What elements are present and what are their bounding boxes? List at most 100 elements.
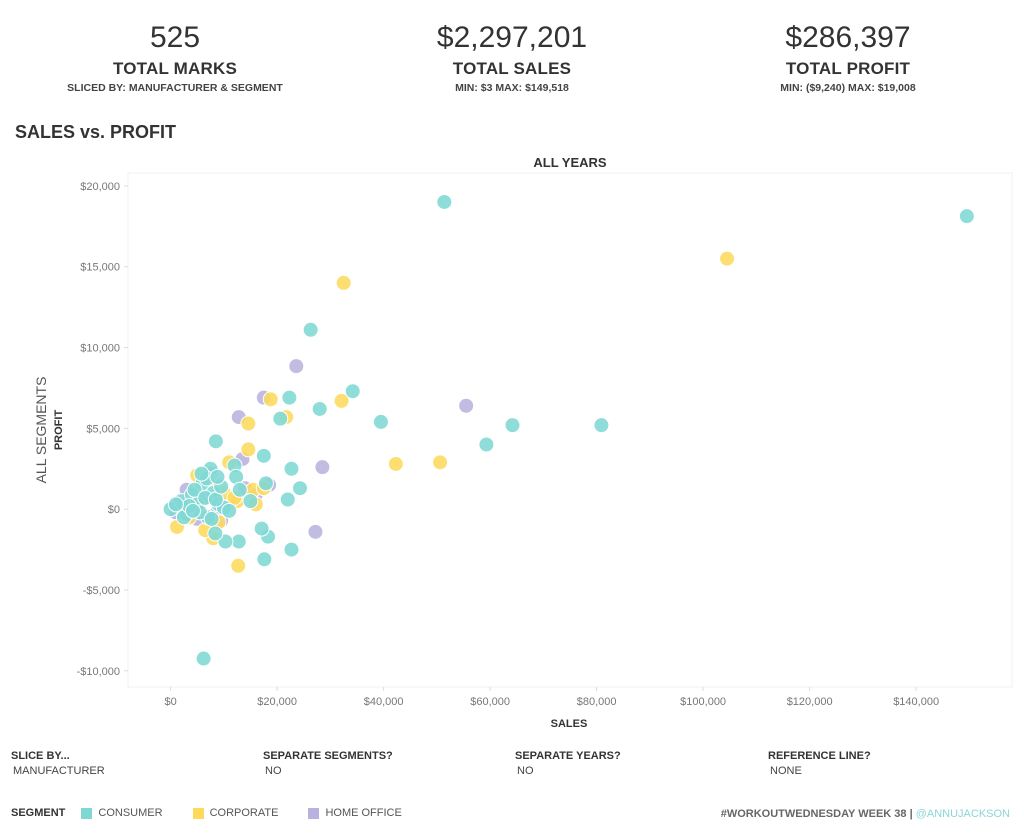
legend-label: CORPORATE bbox=[209, 807, 279, 819]
series-corporate bbox=[168, 250, 736, 574]
x-tick-label: $40,000 bbox=[364, 696, 404, 708]
x-axis: $0 $20,000 $40,000 $60,000 $80,000 $100,000 $1… bbox=[164, 687, 939, 708]
data-point[interactable] bbox=[240, 415, 257, 432]
data-point[interactable] bbox=[167, 496, 184, 513]
data-point[interactable] bbox=[387, 455, 404, 472]
author-handle-link[interactable]: @ANNUJACKSON bbox=[915, 808, 1010, 820]
legend-swatch bbox=[308, 807, 320, 819]
data-point[interactable] bbox=[593, 417, 610, 434]
credit-text: #WORKOUTWEDNESDAY WEEK 38 | bbox=[720, 808, 916, 820]
plot-border bbox=[127, 172, 1013, 688]
y-axis-title: PROFIT bbox=[53, 410, 65, 451]
data-point[interactable] bbox=[719, 250, 736, 267]
row-header: ALL SEGMENTS bbox=[33, 377, 49, 484]
data-point[interactable] bbox=[231, 481, 248, 498]
column-header: ALL YEARS bbox=[533, 155, 607, 170]
legend-label: CONSUMER bbox=[98, 807, 163, 819]
data-point[interactable] bbox=[184, 502, 201, 519]
data-point[interactable] bbox=[283, 460, 300, 477]
credit-line: #WORKOUTWEDNESDAY WEEK 38 | @ANNUJACKSON bbox=[721, 808, 1010, 820]
filter-title: REFERENCE LINE? bbox=[768, 750, 871, 762]
y-tick-label: $5,000 bbox=[86, 423, 120, 435]
data-point[interactable] bbox=[186, 481, 203, 498]
x-tick-label: $120,000 bbox=[787, 696, 833, 708]
data-point[interactable] bbox=[372, 413, 389, 430]
legend-swatch bbox=[192, 807, 204, 819]
data-point[interactable] bbox=[335, 274, 352, 291]
data-point[interactable] bbox=[344, 383, 361, 400]
scatter-chart[interactable]: $20,000 $15,000 $10,000 $5,000 $0 -$5,000 -$10… bbox=[0, 0, 1024, 740]
data-point[interactable] bbox=[458, 397, 475, 414]
data-point[interactable] bbox=[256, 551, 273, 568]
data-point[interactable] bbox=[207, 525, 224, 542]
data-point[interactable] bbox=[255, 447, 272, 464]
kpi-value: $286,397 bbox=[785, 21, 911, 54]
data-point[interactable] bbox=[203, 510, 220, 527]
kpi-total-marks: 525 TOTAL MARKS SLICED BY: MANUFACTURER … bbox=[5, 18, 345, 96]
legend-item-corporate[interactable]: CORPORATE bbox=[192, 807, 279, 819]
data-point[interactable] bbox=[279, 491, 296, 508]
data-point[interactable] bbox=[292, 480, 309, 497]
y-tick-label: -$10,000 bbox=[77, 666, 120, 678]
kpi-subtitle: SLICED BY: MANUFACTURER & SEGMENT bbox=[67, 82, 283, 94]
data-point[interactable] bbox=[302, 321, 319, 338]
y-tick-label: $10,000 bbox=[80, 343, 120, 355]
legend-title: SEGMENT bbox=[11, 807, 66, 819]
plot-frame bbox=[127, 172, 1013, 688]
data-point[interactable] bbox=[272, 410, 289, 427]
filter-value[interactable]: NO bbox=[517, 765, 534, 777]
data-point[interactable] bbox=[209, 468, 226, 485]
legend-item-home-office[interactable]: HOME OFFICE bbox=[308, 807, 402, 819]
data-point[interactable] bbox=[281, 389, 298, 406]
data-point[interactable] bbox=[230, 557, 247, 574]
filter-slice-by[interactable]: SLICE BY... MANUFACTURER bbox=[11, 749, 105, 779]
data-point[interactable] bbox=[230, 533, 247, 550]
x-tick-label: $100,000 bbox=[680, 696, 726, 708]
x-tick-label: $140,000 bbox=[893, 696, 939, 708]
data-point[interactable] bbox=[242, 493, 259, 510]
filter-title: SLICE BY... bbox=[11, 750, 70, 762]
x-tick-label: $20,000 bbox=[257, 696, 297, 708]
filter-value[interactable]: MANUFACTURER bbox=[13, 765, 105, 777]
data-point[interactable] bbox=[207, 433, 224, 450]
kpi-label: TOTAL PROFIT bbox=[785, 59, 911, 78]
filter-reference-line[interactable]: REFERENCE LINE? NONE bbox=[768, 749, 871, 779]
kpi-subtitle: MIN: $3 MAX: $149,518 bbox=[455, 82, 569, 94]
data-point[interactable] bbox=[333, 392, 350, 409]
data-point[interactable] bbox=[253, 520, 270, 537]
legend-item-consumer[interactable]: CONSUMER bbox=[81, 807, 163, 819]
y-axis: $20,000 $15,000 $10,000 $5,000 $0 -$5,000 -$10… bbox=[77, 181, 128, 678]
data-point[interactable] bbox=[436, 193, 453, 210]
kpi-subtitle: MIN: ($9,240) MAX: $19,008 bbox=[780, 82, 916, 94]
data-point[interactable] bbox=[307, 523, 324, 540]
x-axis-title: SALES bbox=[551, 718, 588, 730]
series-consumer bbox=[162, 193, 975, 667]
chart-marks[interactable] bbox=[162, 193, 975, 667]
data-point[interactable] bbox=[288, 358, 305, 375]
x-tick-label: $60,000 bbox=[470, 696, 510, 708]
data-point[interactable] bbox=[240, 441, 257, 458]
data-point[interactable] bbox=[504, 417, 521, 434]
filter-value[interactable]: NO bbox=[265, 765, 282, 777]
x-tick-label: $0 bbox=[164, 696, 176, 708]
data-point[interactable] bbox=[958, 208, 975, 225]
filter-separate-years[interactable]: SEPARATE YEARS? NO bbox=[515, 749, 621, 779]
data-point[interactable] bbox=[283, 541, 300, 558]
filter-title: SEPARATE SEGMENTS? bbox=[263, 750, 393, 762]
data-point[interactable] bbox=[195, 650, 212, 667]
data-point[interactable] bbox=[262, 391, 279, 408]
filter-value[interactable]: NONE bbox=[770, 765, 802, 777]
data-point[interactable] bbox=[432, 454, 449, 471]
filter-separate-segments[interactable]: SEPARATE SEGMENTS? NO bbox=[263, 749, 393, 779]
data-point[interactable] bbox=[478, 436, 495, 453]
y-tick-label: -$5,000 bbox=[83, 585, 120, 597]
y-tick-label: $20,000 bbox=[80, 181, 120, 193]
data-point[interactable] bbox=[257, 475, 274, 492]
data-point[interactable] bbox=[314, 459, 331, 476]
data-point[interactable] bbox=[311, 400, 328, 417]
kpi-total-profit: $286,397 TOTAL PROFIT MIN: ($9,240) MAX:… bbox=[678, 18, 1018, 96]
data-point[interactable] bbox=[221, 502, 238, 519]
data-point[interactable] bbox=[193, 465, 210, 482]
legend-label: HOME OFFICE bbox=[325, 807, 402, 819]
x-tick-label: $80,000 bbox=[577, 696, 617, 708]
